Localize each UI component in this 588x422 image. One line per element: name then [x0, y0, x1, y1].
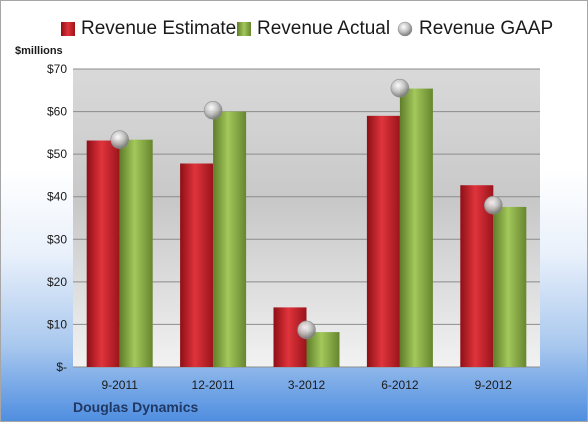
bar-actual: [213, 111, 247, 367]
y-axis-label: $millions: [15, 45, 63, 57]
bar-actual: [306, 332, 340, 367]
legend-swatch-actual: [237, 22, 251, 36]
legend: Revenue Estimate Revenue Actual Revenue …: [1, 16, 587, 42]
legend-label-actual: Revenue Actual: [257, 18, 391, 39]
y-tick-label: $-: [56, 360, 67, 374]
x-tick-label: 6-2012: [381, 378, 419, 392]
gaap-marker: [203, 100, 223, 120]
y-tick-label: $70: [47, 62, 67, 76]
bar-estimate: [366, 115, 400, 367]
bar-actual: [493, 206, 527, 367]
legend-label-gaap: Revenue GAAP: [419, 18, 554, 39]
gaap-marker: [110, 130, 129, 149]
bars: [86, 88, 527, 367]
legend-swatch-estimate: [61, 22, 75, 36]
y-tick-label: $10: [47, 317, 67, 331]
bar-estimate: [180, 163, 214, 367]
bar-actual: [399, 88, 433, 367]
legend-item-gaap: Revenue GAAP: [397, 16, 553, 42]
legend-swatch-gaap: [397, 21, 413, 37]
y-axis-ticks: $- $10 $20 $30 $40 $50 $60 $70: [47, 62, 67, 374]
x-tick-label: 9-2011: [101, 378, 138, 392]
y-tick-label: $30: [47, 232, 67, 246]
x-tick-label: 3-2012: [288, 378, 326, 392]
y-tick-label: $20: [47, 275, 67, 289]
x-tick-label: 9-2012: [475, 378, 513, 392]
y-tick-label: $40: [47, 190, 67, 204]
y-tick-label: $60: [47, 105, 67, 119]
y-tick-label: $50: [47, 147, 67, 161]
bar-actual: [119, 139, 153, 367]
legend-label-estimate: Revenue Estimate: [81, 18, 237, 39]
gaap-marker: [483, 195, 503, 215]
bar-estimate: [460, 185, 494, 367]
company-name: Douglas Dynamics: [73, 399, 199, 415]
legend-item-actual: Revenue Actual: [237, 16, 390, 42]
legend-item-estimate: Revenue Estimate: [61, 16, 236, 42]
x-tick-label: 12-2011: [192, 378, 235, 392]
gaap-markers: [110, 78, 503, 340]
x-axis-ticks: 9-2011 12-2011 3-2012 6-2012 9-2012: [101, 378, 512, 392]
gaap-marker: [390, 78, 410, 98]
bar-estimate: [86, 140, 120, 367]
gaap-marker: [297, 320, 316, 340]
